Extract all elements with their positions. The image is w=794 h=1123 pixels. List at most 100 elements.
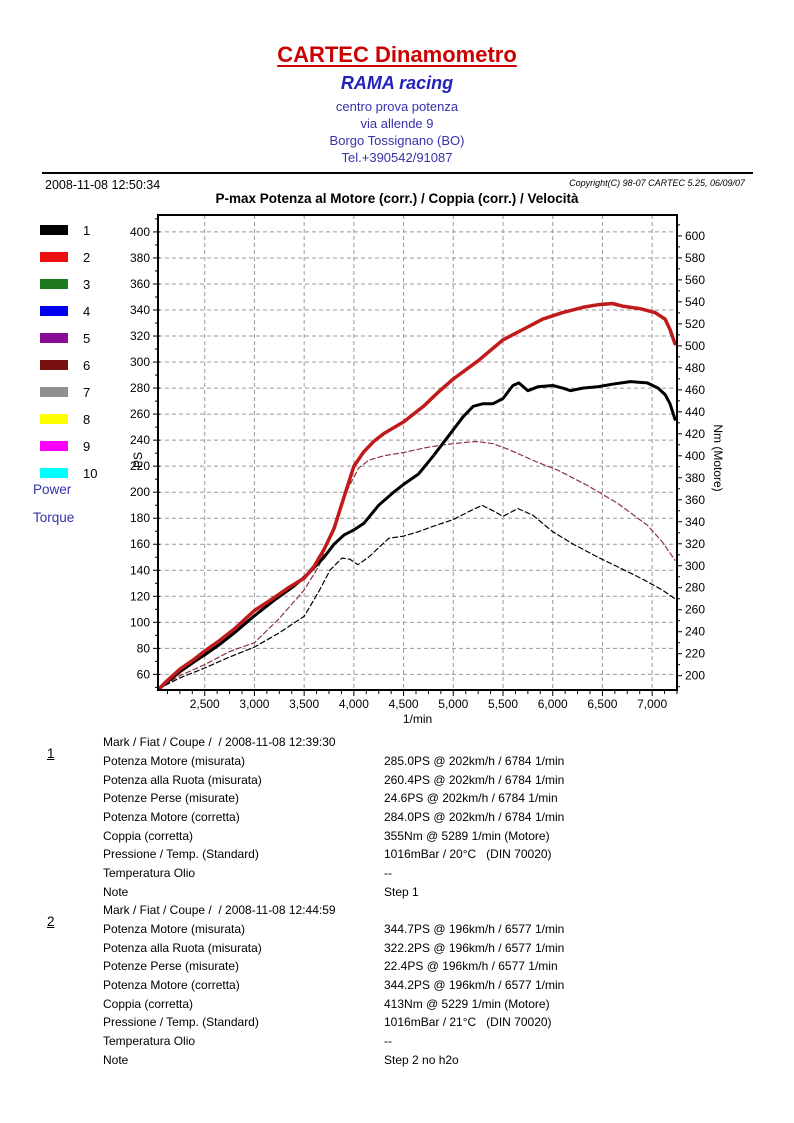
legend-item-number: 1 [83,222,91,238]
spec-label: Potenza Motore (corretta) [103,978,240,993]
power-legend-label: Power [33,482,72,497]
legend-item-number: 10 [83,465,98,481]
spec-label: Potenza alla Ruota (misurata) [103,772,262,787]
svg-text:320: 320 [130,329,150,343]
svg-text:500: 500 [685,339,705,353]
svg-text:100: 100 [130,615,150,629]
address-line-4: Tel.+390542/91087 [341,150,453,165]
chart-area: 1 2 3 4 5 6 7 8 9 10 Power Torque 60 80 10… [0,210,794,730]
color-swatch-8-icon [40,414,68,424]
spec-label: Coppia (corretta) [103,828,194,843]
svg-text:120: 120 [130,589,150,603]
svg-text:2,500: 2,500 [190,697,220,711]
svg-text:220: 220 [685,647,705,661]
spec-value: 1016mBar / 21°C (DIN 70020) [384,1015,552,1030]
color-swatch-9-icon [40,441,68,451]
spec-row: Potenza Motore (corretta) 344.2PS @ 196km… [103,976,564,995]
svg-text:420: 420 [685,427,705,441]
legend-item-4: 4 [40,304,90,319]
legend-item-8: 8 [40,411,91,427]
run-header: Mark / Fiat / Coupe / / 2008-11-08 12:39… [103,735,336,749]
spec-label: Note [103,1052,129,1067]
curves [158,301,677,690]
spec-value: 24.6PS @ 202km/h / 6784 1/min [384,791,558,806]
legend-item-number: 2 [83,249,91,265]
legend-item-2: 2 [40,249,91,265]
print-timestamp: 2008-11-08 12:50:34 [45,178,161,192]
svg-text:440: 440 [685,405,705,419]
left-axis-unit-label: PS [131,452,145,468]
power-run-2-curve [158,301,677,690]
svg-text:260: 260 [130,407,150,421]
torque-run-2-curve [158,440,676,690]
svg-text:580: 580 [685,251,705,265]
svg-text:220: 220 [130,459,150,473]
legend-item-number: 8 [83,411,91,427]
color-swatch-1-icon [40,225,68,235]
color-swatch-10-icon [40,468,68,478]
svg-text:280: 280 [130,381,150,395]
legend-item-number: 7 [83,384,91,400]
legend-item-1: 1 [40,222,91,238]
legend-item-7: 7 [40,384,91,400]
legend-item-6: 6 [40,358,90,373]
color-swatch-4-icon [40,306,68,316]
svg-text:560: 560 [685,273,705,287]
spec-value: 344.7PS @ 196km/h / 6577 1/min [384,922,565,936]
spec-label: Potenza Motore (misurata) [103,922,246,936]
spec-label: Potenza alla Ruota (misurata) [103,940,262,955]
spec-label: Pressione / Temp. (Standard) [103,1015,259,1030]
svg-text:200: 200 [130,485,150,499]
spec-label: Potenza Motore (misurata) [103,754,246,768]
svg-text:240: 240 [130,433,150,447]
spec-label: Coppia (corretta) [103,996,194,1011]
color-swatch-3-icon [40,279,68,289]
spec-value: 285.0PS @ 202km/h / 6784 1/min [384,754,565,768]
svg-text:380: 380 [685,471,705,485]
color-swatch-6-icon [40,360,68,370]
svg-text:600: 600 [685,229,705,243]
spec-value: 413Nm @ 5229 1/min (Motore) [384,996,550,1011]
spec-row: Potenze Perse (misurate) 22.4PS @ 196km/h… [103,957,564,976]
color-swatch-5-icon [40,333,68,343]
axes [153,214,682,696]
svg-text:380: 380 [130,251,150,265]
svg-text:360: 360 [130,277,150,291]
svg-text:6,500: 6,500 [587,697,617,711]
dyno-plot: 60 80 100 120 140 160 180 200 220 240 260 280 300 320… [130,214,725,726]
spec-value: Step 1 [384,884,419,899]
address-line-1: centro prova potenza [335,99,459,114]
axis-labels: 60 80 100 120 140 160 180 200 220 240 260 280 300 320… [130,225,725,726]
svg-text:3,000: 3,000 [239,697,269,711]
shop-address: centro prova potenza via allende 9 Borgo… [0,98,794,166]
spec-row: Note Step 2 no h2o [103,1051,564,1070]
spec-label: Temperatura Olio [103,866,196,881]
svg-text:540: 540 [685,295,705,309]
spec-value: 22.4PS @ 196km/h / 6577 1/min [384,959,558,974]
spec-row: Pressione / Temp. (Standard) 1016mBar / 2… [103,845,564,864]
svg-text:60: 60 [137,667,151,681]
app-title: CARTEC Dinamometro [277,42,517,67]
svg-text:6,000: 6,000 [538,697,568,711]
run-spec-table: Mark / Fiat / Coupe / / 2008-11-08 12:39… [103,733,564,902]
svg-text:240: 240 [685,625,705,639]
spec-value: 260.4PS @ 202km/h / 6784 1/min [384,772,565,787]
spec-row: Potenze Perse (misurate) 24.6PS @ 202km/h… [103,789,564,808]
spec-row: Coppia (corretta) 355Nm @ 5289 1/min (Mot… [103,827,564,846]
svg-text:160: 160 [130,537,150,551]
spec-row: Pressione / Temp. (Standard) 1016mBar / 2… [103,1013,564,1032]
spec-value: Step 2 no h2o [384,1052,459,1067]
x-axis-unit-label: 1/min [403,712,432,726]
spec-value: 344.2PS @ 196km/h / 6577 1/min [384,978,565,993]
gridlines [158,215,677,690]
legend-item-number: 3 [83,276,91,292]
torque-run-1-curve [158,504,676,690]
spec-row: Potenza alla Ruota (misurata) 260.4PS @ 2… [103,771,564,790]
spec-label: Pressione / Temp. (Standard) [103,847,259,862]
svg-text:3,500: 3,500 [289,697,319,711]
header-divider [42,172,753,174]
svg-text:280: 280 [685,581,705,595]
report-header: CARTEC Dinamometro RAMA racing centro pr… [0,42,794,166]
spec-value: -- [384,866,392,881]
